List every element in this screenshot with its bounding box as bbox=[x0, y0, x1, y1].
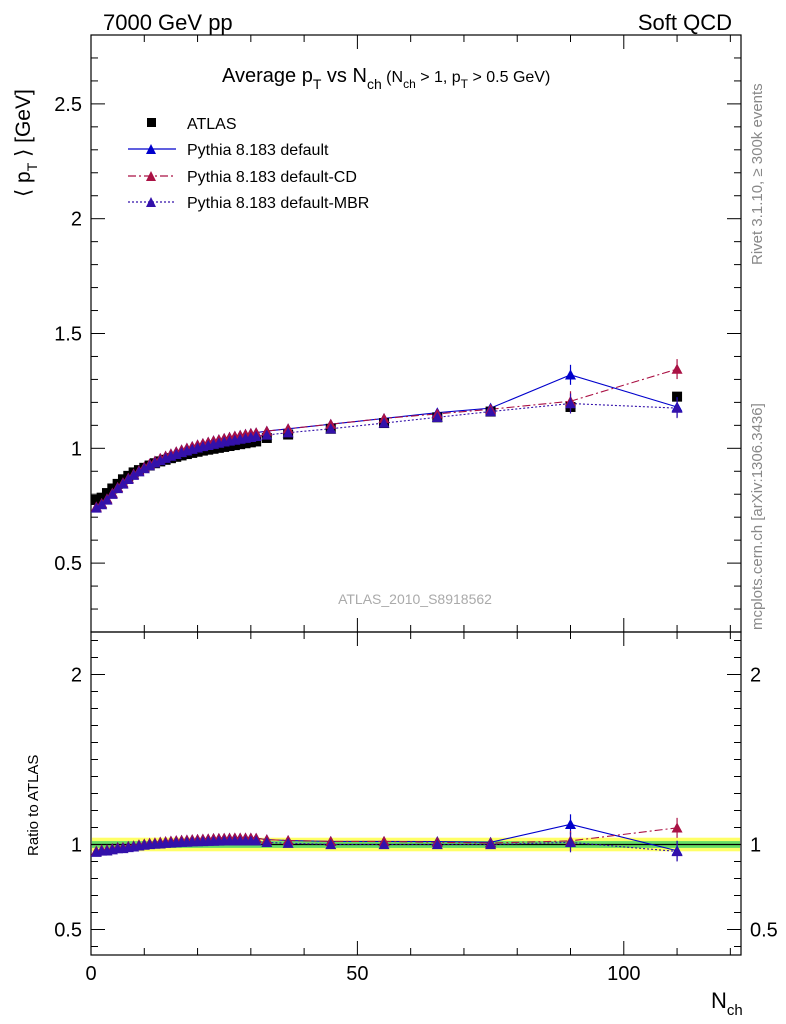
atlas-point bbox=[251, 436, 262, 447]
atlas-point bbox=[235, 439, 246, 450]
mcplots-label: mcplots.cern.ch [arXiv:1306.3436] bbox=[749, 403, 766, 630]
point-mbr bbox=[282, 427, 294, 438]
x-tick-label: 0 bbox=[85, 963, 96, 985]
atlas-point bbox=[245, 437, 256, 448]
atlas-point bbox=[91, 494, 102, 505]
ratio-point-mbr bbox=[485, 839, 497, 850]
x-tick-label: 100 bbox=[607, 963, 640, 985]
analysis-watermark: ATLAS_2010_S8918562 bbox=[338, 591, 492, 607]
y-tick-label: 1.5 bbox=[54, 324, 82, 346]
series-line-cd bbox=[96, 368, 678, 508]
ratio-y-tick-label-right: 2 bbox=[750, 665, 761, 687]
ratio-y-axis-label: Ratio to ATLAS bbox=[25, 755, 42, 856]
chart-marks: 0 50 100 0.5 1 1.5 2 2.5 0.5 0.5 1 1 2 2 bbox=[54, 35, 778, 985]
ratio-point-mbr bbox=[671, 845, 683, 857]
atlas-point bbox=[101, 488, 112, 499]
header-left: 7000 GeV pp bbox=[103, 10, 233, 35]
point-mbr bbox=[261, 429, 273, 440]
legend-label-default: Pythia 8.183 default bbox=[187, 142, 329, 159]
point-mbr bbox=[96, 499, 108, 510]
legend: ATLAS Pythia 8.183 default Pythia 8.183 … bbox=[128, 116, 369, 212]
atlas-point bbox=[672, 391, 683, 402]
point-mbr bbox=[565, 398, 577, 409]
y-tick-label: 0.5 bbox=[54, 553, 82, 575]
point-mbr bbox=[325, 423, 337, 434]
legend-marker-default bbox=[146, 144, 156, 154]
ratio-point-mbr bbox=[378, 839, 390, 850]
atlas-point bbox=[224, 441, 235, 452]
ratio-y-tick-label-right: 0.5 bbox=[750, 920, 778, 942]
point-mbr bbox=[133, 466, 145, 477]
ratio-y-tick-label: 2 bbox=[71, 665, 82, 687]
ratio-point-cd bbox=[671, 822, 683, 833]
y-tick-label: 2 bbox=[71, 209, 82, 231]
point-mbr bbox=[101, 494, 113, 505]
atlas-point bbox=[229, 440, 240, 451]
ratio-y-tick-label-right: 1 bbox=[750, 835, 761, 857]
point-mbr bbox=[485, 406, 497, 417]
point-mbr bbox=[671, 402, 683, 413]
ratio-point-mbr bbox=[565, 836, 577, 848]
x-axis-label: Nch bbox=[711, 988, 743, 1019]
atlas-point bbox=[213, 442, 224, 453]
ratio-plot bbox=[90, 631, 742, 956]
atlas-point bbox=[219, 441, 230, 452]
point-mbr bbox=[128, 469, 140, 480]
point-mbr bbox=[138, 463, 150, 474]
ratio-point-mbr bbox=[325, 839, 337, 850]
legend-label-mbr: Pythia 8.183 default-MBR bbox=[187, 195, 369, 212]
ratio-point-mbr bbox=[250, 835, 262, 846]
y-tick-label: 2.5 bbox=[54, 94, 82, 116]
point-mbr bbox=[144, 460, 156, 471]
point-mbr bbox=[90, 502, 102, 513]
y-axis-label: ⟨ pT ⟩ [GeV] bbox=[12, 89, 40, 197]
point-mbr bbox=[431, 411, 443, 422]
ratio-line-mbr bbox=[96, 840, 678, 853]
series-line-default bbox=[96, 374, 678, 508]
ratio-plot-frame bbox=[90, 631, 742, 956]
legend-label-cd: Pythia 8.183 default-CD bbox=[187, 169, 357, 186]
atlas-point bbox=[96, 492, 107, 503]
ratio-point-default bbox=[565, 818, 577, 830]
point-default bbox=[565, 369, 577, 380]
x-tick-label: 50 bbox=[346, 963, 368, 985]
point-mbr bbox=[250, 430, 262, 442]
point-mbr bbox=[122, 473, 134, 484]
ratio-point-mbr bbox=[431, 839, 443, 850]
header-right: Soft QCD bbox=[638, 10, 732, 35]
y-tick-label: 1 bbox=[71, 438, 82, 460]
point-cd bbox=[671, 363, 683, 374]
point-mbr bbox=[378, 417, 390, 428]
chart-title: Average pT vs Nch (Nch > 1, pT > 0.5 GeV… bbox=[222, 65, 550, 92]
point-mbr bbox=[106, 488, 118, 499]
legend-label-atlas: ATLAS bbox=[187, 116, 237, 133]
legend-marker-cd bbox=[146, 171, 156, 181]
legend-marker-atlas bbox=[147, 118, 156, 127]
rivet-label: Rivet 3.1.10, ≥ 300k events bbox=[749, 83, 766, 265]
point-mbr bbox=[117, 478, 129, 489]
ratio-y-tick-label: 0.5 bbox=[54, 920, 82, 942]
ratio-point-mbr bbox=[282, 837, 294, 848]
ratio-y-tick-label: 1 bbox=[71, 835, 82, 857]
point-mbr bbox=[112, 482, 124, 494]
legend-marker-mbr bbox=[146, 197, 156, 207]
atlas-point bbox=[240, 438, 251, 449]
ratio-point-mbr bbox=[261, 836, 273, 848]
